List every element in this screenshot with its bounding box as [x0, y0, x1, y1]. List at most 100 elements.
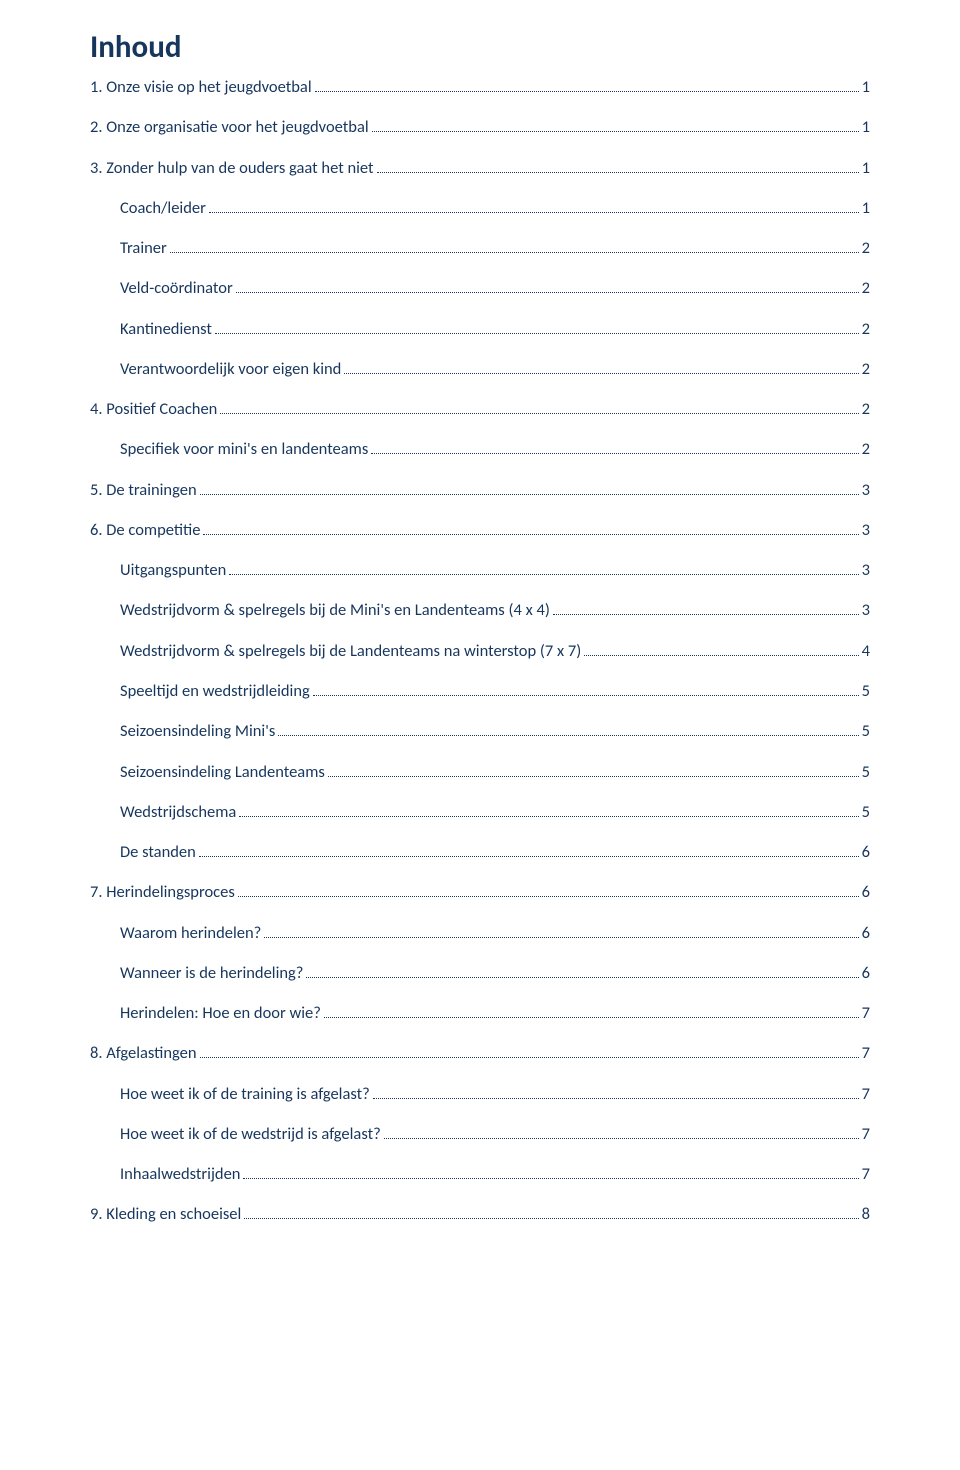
toc-entry-page: 5 [862, 801, 870, 823]
toc-entry[interactable]: 3. Zonder hulp van de ouders gaat het ni… [90, 157, 870, 179]
toc-entry-page: 8 [862, 1203, 870, 1225]
toc-entry-page: 2 [862, 398, 870, 420]
toc-entry[interactable]: Waarom herindelen?6 [90, 922, 870, 944]
toc-entry-page: 7 [862, 1123, 870, 1145]
toc-entry-label: Veld-coördinator [120, 277, 233, 299]
toc-entry-label: Wedstrijdvorm & spelregels bij de Landen… [120, 640, 581, 662]
toc-entry-label: Coach/leider [120, 197, 206, 219]
toc-entry-page: 1 [862, 116, 870, 138]
toc-entry-label: De standen [120, 841, 196, 863]
toc-entry-page: 3 [862, 559, 870, 581]
toc-entry[interactable]: Wedstrijdvorm & spelregels bij de Landen… [90, 640, 870, 662]
toc-entry-label: 8. Afgelastingen [90, 1042, 197, 1064]
toc-entry[interactable]: Hoe weet ik of de wedstrijd is afgelast?… [90, 1123, 870, 1145]
toc-entry[interactable]: Hoe weet ik of de training is afgelast? 7 [90, 1083, 870, 1105]
toc-entry-label: 3. Zonder hulp van de ouders gaat het ni… [90, 157, 374, 179]
toc-entry-page: 7 [862, 1002, 870, 1024]
toc-entry-label: Trainer [120, 237, 167, 259]
toc-entry[interactable]: De standen6 [90, 841, 870, 863]
toc-entry[interactable]: Herindelen: Hoe en door wie? 7 [90, 1002, 870, 1024]
toc-entry[interactable]: Coach/leider 1 [90, 197, 870, 219]
toc-entry-page: 3 [862, 599, 870, 621]
toc-entry[interactable]: Verantwoordelijk voor eigen kind 2 [90, 358, 870, 380]
toc-entry-label: 2. Onze organisatie voor het jeugdvoetba… [90, 116, 369, 138]
toc-entry-page: 2 [862, 358, 870, 380]
toc-entry-page: 3 [862, 479, 870, 501]
toc-leader-dots [306, 965, 858, 978]
toc-entry[interactable]: 5. De trainingen 3 [90, 479, 870, 501]
toc-entry-page: 1 [862, 157, 870, 179]
toc-entry[interactable]: 4. Positief Coachen2 [90, 398, 870, 420]
toc-leader-dots [373, 1085, 859, 1098]
toc-entry-page: 1 [862, 197, 870, 219]
toc-entry-label: Wanneer is de herindeling? [120, 962, 303, 984]
toc-entry-page: 2 [862, 237, 870, 259]
toc-entry-page: 7 [862, 1042, 870, 1064]
toc-entry-page: 2 [862, 318, 870, 340]
toc-leader-dots [220, 401, 858, 414]
toc-leader-dots [200, 1045, 859, 1058]
toc-entry-label: Hoe weet ik of de wedstrijd is afgelast? [120, 1123, 381, 1145]
toc-leader-dots [264, 924, 858, 937]
toc-entry[interactable]: Seizoensindeling Landenteams5 [90, 761, 870, 783]
toc-entry-page: 1 [862, 76, 870, 98]
toc-entry-page: 4 [862, 640, 870, 662]
toc-entry[interactable]: 1. Onze visie op het jeugdvoetbal1 [90, 76, 870, 98]
toc-leader-dots [344, 361, 858, 374]
toc-entry[interactable]: 2. Onze organisatie voor het jeugdvoetba… [90, 116, 870, 138]
toc-entry[interactable]: Inhaalwedstrijden 7 [90, 1163, 870, 1185]
toc-leader-dots [215, 320, 859, 333]
toc-entry-label: 5. De trainingen [90, 479, 197, 501]
toc-entry-label: Herindelen: Hoe en door wie? [120, 1002, 321, 1024]
toc-entry[interactable]: 8. Afgelastingen 7 [90, 1042, 870, 1064]
toc-entry[interactable]: Seizoensindeling Mini's 5 [90, 720, 870, 742]
toc-entry-page: 7 [862, 1083, 870, 1105]
toc-entry[interactable]: Wedstrijdschema 5 [90, 801, 870, 823]
toc-entry[interactable]: Specifiek voor mini's en landenteams2 [90, 438, 870, 460]
toc-leader-dots [377, 159, 859, 172]
toc-entry[interactable]: Wanneer is de herindeling? 6 [90, 962, 870, 984]
toc-leader-dots [199, 844, 859, 857]
toc-entry-page: 5 [862, 761, 870, 783]
toc-entry[interactable]: 9. Kleding en schoeisel 8 [90, 1203, 870, 1225]
toc-entry-label: Inhaalwedstrijden [120, 1163, 240, 1185]
toc-entry-label: Uitgangspunten [120, 559, 226, 581]
toc-entry-page: 7 [862, 1163, 870, 1185]
toc-leader-dots [384, 1126, 859, 1139]
toc-entry[interactable]: Trainer 2 [90, 237, 870, 259]
toc-leader-dots [229, 562, 858, 575]
toc-entry-page: 6 [862, 962, 870, 984]
toc-entry-page: 2 [862, 277, 870, 299]
toc-entry[interactable]: Wedstrijdvorm & spelregels bij de Mini's… [90, 599, 870, 621]
toc-leader-dots [200, 481, 859, 494]
toc-entry-label: Specifiek voor mini's en landenteams [120, 438, 368, 460]
toc-entry[interactable]: Kantinedienst2 [90, 318, 870, 340]
page-title: Inhoud [90, 28, 870, 66]
table-of-contents: 1. Onze visie op het jeugdvoetbal1 2. Onz… [90, 76, 870, 1226]
toc-entry-label: Verantwoordelijk voor eigen kind [120, 358, 341, 380]
toc-entry-label: Wedstrijdschema [120, 801, 236, 823]
toc-leader-dots [324, 1005, 859, 1018]
toc-entry-label: Hoe weet ik of de training is afgelast? [120, 1083, 370, 1105]
toc-entry[interactable]: Speeltijd en wedstrijdleiding5 [90, 680, 870, 702]
toc-entry[interactable]: 6. De competitie3 [90, 519, 870, 541]
toc-leader-dots [313, 683, 859, 696]
toc-leader-dots [203, 522, 858, 535]
toc-entry-page: 5 [862, 680, 870, 702]
toc-entry-label: 9. Kleding en schoeisel [90, 1203, 241, 1225]
toc-entry[interactable]: Veld-coördinator 2 [90, 277, 870, 299]
toc-leader-dots [239, 804, 858, 817]
toc-leader-dots [372, 119, 859, 132]
toc-entry-label: 7. Herindelingsproces [90, 881, 235, 903]
toc-entry-label: Wedstrijdvorm & spelregels bij de Mini's… [120, 599, 550, 621]
toc-leader-dots [328, 763, 859, 776]
toc-entry-label: Seizoensindeling Mini's [120, 720, 275, 742]
toc-entry-page: 5 [862, 720, 870, 742]
toc-entry-page: 3 [862, 519, 870, 541]
toc-leader-dots [236, 280, 859, 293]
toc-entry[interactable]: Uitgangspunten 3 [90, 559, 870, 581]
toc-entry[interactable]: 7. Herindelingsproces6 [90, 881, 870, 903]
toc-entry-page: 6 [862, 922, 870, 944]
toc-leader-dots [371, 441, 858, 454]
toc-leader-dots [278, 723, 858, 736]
